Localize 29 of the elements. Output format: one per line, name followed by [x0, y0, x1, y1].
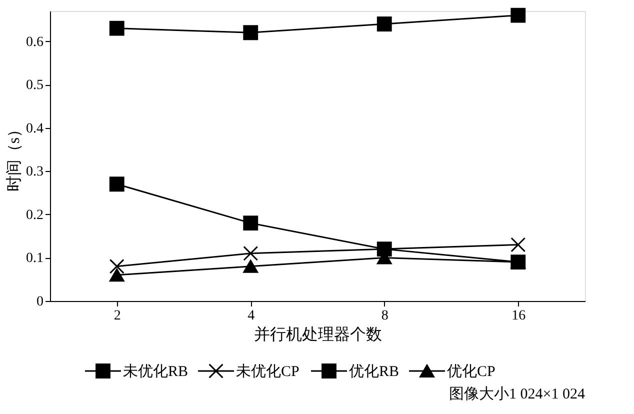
y-axis-title: 时间（s） [5, 121, 23, 192]
point [243, 216, 258, 231]
x-axis-title: 并行机处理器个数 [254, 326, 382, 344]
point [109, 176, 124, 192]
y-tick-label: 0.3 [26, 164, 44, 180]
point [243, 260, 258, 273]
point [376, 16, 392, 32]
legend-label: 未优化RB [123, 363, 188, 380]
y-tick-label: 0.6 [26, 34, 44, 50]
point [109, 20, 124, 36]
point [109, 258, 124, 274]
legend-label: 优化CP [447, 363, 496, 380]
legend-label: 未优化CP [236, 363, 300, 380]
point [243, 246, 258, 261]
x-tick-label: 4 [248, 308, 255, 324]
y-tick-label: 0.1 [26, 251, 44, 266]
point [510, 237, 526, 252]
y-tick-label: 0.2 [26, 208, 44, 223]
x-tick-label: 8 [381, 308, 388, 324]
point [109, 268, 124, 282]
x-tick-label: 2 [114, 308, 121, 324]
point [243, 25, 258, 40]
y-tick-label: 0.5 [26, 78, 44, 94]
y-tick-label: 0 [36, 294, 44, 310]
x-tick-label: 16 [512, 308, 526, 324]
legend-label: 优化RB [349, 363, 400, 380]
y-tick-label: 0.4 [26, 121, 44, 136]
text: 图像大小1 024×1 024 [449, 386, 586, 403]
point [510, 8, 526, 23]
